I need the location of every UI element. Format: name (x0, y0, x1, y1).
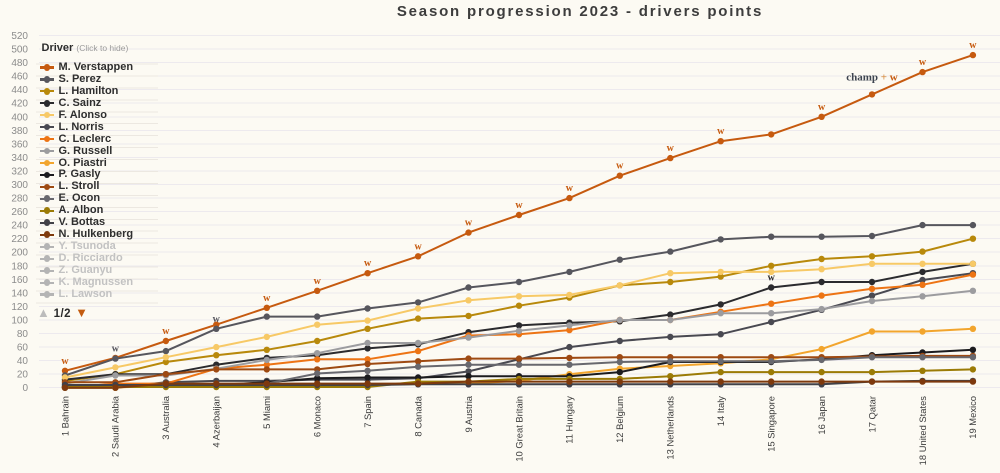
svg-text:200: 200 (11, 248, 28, 259)
svg-text:60: 60 (17, 343, 29, 354)
svg-text:w: w (263, 293, 271, 304)
svg-text:440: 440 (11, 85, 28, 96)
svg-text:16 Japan: 16 Japan (816, 396, 827, 435)
svg-text:w: w (969, 40, 977, 51)
svg-text:2 Saudi Arabia: 2 Saudi Arabia (110, 395, 121, 457)
svg-text:w: w (314, 276, 322, 287)
svg-text:8 Canada: 8 Canada (412, 395, 423, 436)
svg-text:240: 240 (11, 221, 28, 232)
svg-text:160: 160 (11, 275, 28, 286)
svg-text:40: 40 (17, 356, 29, 367)
svg-text:w: w (717, 126, 725, 137)
svg-text:w: w (667, 143, 675, 154)
svg-text:6 Monaco: 6 Monaco (312, 396, 323, 437)
svg-text:19 Mexico: 19 Mexico (967, 396, 978, 439)
svg-text:w: w (61, 356, 69, 367)
svg-text:10 Great Britain: 10 Great Britain (513, 396, 524, 462)
svg-text:140: 140 (11, 288, 28, 299)
svg-text:100: 100 (11, 316, 28, 327)
svg-text:80: 80 (17, 329, 29, 340)
svg-text:w: w (919, 57, 927, 68)
svg-text:w: w (616, 161, 624, 172)
svg-text:180: 180 (11, 261, 28, 272)
svg-text:260: 260 (11, 207, 28, 218)
svg-text:9 Austria: 9 Austria (463, 395, 474, 432)
svg-text:14 Italy: 14 Italy (715, 396, 726, 427)
svg-text:280: 280 (11, 194, 28, 205)
svg-text:120: 120 (11, 302, 28, 313)
svg-text:17 Qatar: 17 Qatar (866, 396, 877, 432)
svg-text:w: w (515, 200, 523, 211)
svg-text:5 Miami: 5 Miami (261, 396, 272, 429)
svg-text:0: 0 (22, 383, 28, 394)
svg-text:w: w (364, 258, 372, 269)
svg-text:380: 380 (11, 126, 28, 137)
svg-text:w: w (213, 314, 221, 325)
svg-text:1 Bahrain: 1 Bahrain (59, 396, 70, 436)
svg-text:520: 520 (11, 31, 28, 42)
svg-text:w: w (162, 326, 170, 337)
svg-text:460: 460 (11, 72, 28, 83)
svg-text:340: 340 (11, 153, 28, 164)
svg-text:480: 480 (11, 58, 28, 69)
svg-text:12 Belgium: 12 Belgium (614, 396, 625, 443)
svg-text:w: w (414, 241, 422, 252)
svg-text:7 Spain: 7 Spain (362, 396, 373, 428)
svg-text:220: 220 (11, 234, 28, 245)
svg-text:w: w (112, 344, 120, 355)
svg-text:420: 420 (11, 99, 28, 110)
svg-text:w: w (566, 183, 574, 194)
svg-text:20: 20 (17, 370, 29, 381)
svg-text:w: w (465, 218, 473, 229)
svg-text:15 Singapore: 15 Singapore (766, 396, 777, 452)
svg-text:champ + w: champ + w (846, 71, 898, 83)
svg-text:18 United States: 18 United States (917, 396, 928, 466)
svg-text:500: 500 (11, 45, 28, 56)
svg-text:3 Australia: 3 Australia (160, 395, 171, 440)
svg-text:11 Hungary: 11 Hungary (564, 396, 575, 444)
svg-text:320: 320 (11, 167, 28, 178)
svg-text:13 Netherlands: 13 Netherlands (665, 396, 676, 460)
svg-text:300: 300 (11, 180, 28, 191)
svg-text:w: w (818, 102, 826, 113)
svg-text:4 Azerbaijan: 4 Azerbaijan (211, 396, 222, 448)
svg-text:360: 360 (11, 139, 28, 150)
svg-text:400: 400 (11, 112, 28, 123)
svg-text:w: w (768, 273, 776, 284)
